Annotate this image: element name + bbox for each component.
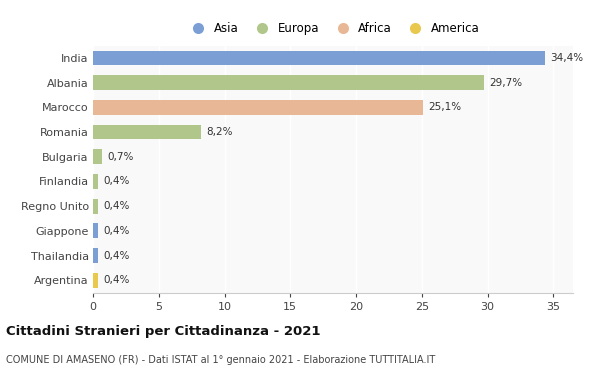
- Bar: [93, 149, 102, 164]
- Bar: [93, 223, 98, 238]
- Text: 0,4%: 0,4%: [104, 226, 130, 236]
- Bar: [93, 248, 98, 263]
- Text: COMUNE DI AMASENO (FR) - Dati ISTAT al 1° gennaio 2021 - Elaborazione TUTTITALIA: COMUNE DI AMASENO (FR) - Dati ISTAT al 1…: [6, 355, 435, 365]
- Text: 0,7%: 0,7%: [107, 152, 134, 162]
- Bar: [93, 199, 98, 214]
- Text: 0,4%: 0,4%: [104, 176, 130, 187]
- Text: Cittadini Stranieri per Cittadinanza - 2021: Cittadini Stranieri per Cittadinanza - 2…: [6, 325, 320, 338]
- Text: 34,4%: 34,4%: [551, 53, 584, 63]
- Bar: [93, 125, 201, 139]
- Text: 0,4%: 0,4%: [104, 201, 130, 211]
- Bar: [93, 100, 423, 115]
- Bar: [93, 273, 98, 288]
- Bar: [93, 51, 545, 65]
- Text: 0,4%: 0,4%: [104, 275, 130, 285]
- Text: 0,4%: 0,4%: [104, 250, 130, 261]
- Bar: [93, 75, 484, 90]
- Text: 25,1%: 25,1%: [428, 102, 461, 112]
- Text: 8,2%: 8,2%: [206, 127, 233, 137]
- Bar: [93, 174, 98, 189]
- Legend: Asia, Europa, Africa, America: Asia, Europa, Africa, America: [187, 22, 479, 35]
- Text: 29,7%: 29,7%: [489, 78, 522, 88]
